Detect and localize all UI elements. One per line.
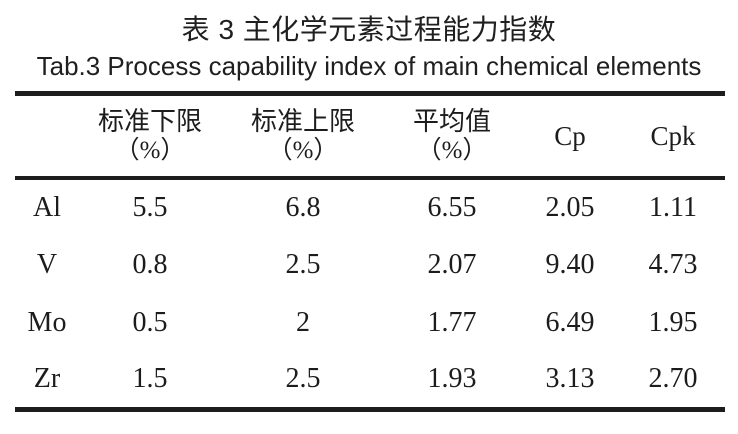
header-cp: Cp [519,94,621,178]
cell-cpk: 1.11 [649,191,697,223]
cell-lower-limit: 1.5 [132,363,168,395]
cell-lower-limit: 5.5 [132,191,168,223]
table-caption-chinese: 表 3 主化学元素过程能力指数 [181,14,557,45]
cell-mean: 6.55 [427,191,477,223]
header-element [15,94,79,178]
header-lower-limit: 标准下限 （%） [79,94,221,178]
table-row: V 0.8 2.5 2.07 9.40 4.73 [15,236,725,294]
process-capability-table: 标准下限 （%） 标准上限 （%） 平均值 （%） Cp Cpk [15,91,725,412]
table-row: Mo 0.5 2 1.77 6.49 1.95 [15,294,725,352]
header-cpk: Cpk [621,94,725,178]
cell-upper-limit: 2 [296,306,310,338]
cell-cpk: 2.70 [648,363,698,395]
header-cp-label: Cp [554,120,586,151]
cell-element: Al [33,191,61,223]
header-upper-limit-unit: （%） [267,136,339,164]
header-lower-limit-unit: （%） [114,136,186,164]
header-upper-limit-label: 标准上限 [250,106,355,136]
table-caption-english: Tab.3 Process capability index of main c… [36,51,702,81]
header-cpk-label: Cpk [650,120,696,151]
header-mean-unit: （%） [416,136,488,164]
table-row: Zr 1.5 2.5 1.93 3.13 2.70 [15,352,725,410]
cell-mean: 1.77 [427,306,477,338]
header-upper-limit: 标准上限 （%） [221,94,385,178]
cell-cpk: 1.95 [648,306,698,338]
cell-mean: 1.93 [427,363,477,395]
table-header: 标准下限 （%） 标准上限 （%） 平均值 （%） Cp Cpk [15,94,725,178]
cell-upper-limit: 2.5 [285,248,321,280]
table-row: Al 5.5 6.8 6.55 2.05 1.11 [15,178,725,236]
table-body: Al 5.5 6.8 6.55 2.05 1.11 V 0.8 2.5 2.07… [15,178,725,410]
cell-cp: 6.49 [545,306,595,338]
header-lower-limit-label: 标准下限 [97,106,202,136]
cell-element: V [36,248,58,280]
header-mean: 平均值 （%） [385,94,519,178]
cell-cp: 9.40 [545,248,595,280]
header-mean-label: 平均值 [412,106,491,136]
cell-lower-limit: 0.5 [132,306,168,338]
cell-element: Mo [27,306,67,338]
cell-cpk: 4.73 [648,248,698,280]
cell-upper-limit: 6.8 [285,191,321,223]
cell-cp: 3.13 [545,363,595,395]
cell-lower-limit: 0.8 [132,248,168,280]
header-row: 标准下限 （%） 标准上限 （%） 平均值 （%） Cp Cpk [15,94,725,178]
cell-element: Zr [33,363,61,395]
cell-upper-limit: 2.5 [285,363,321,395]
cell-mean: 2.07 [427,248,477,280]
cell-cp: 2.05 [545,191,595,223]
